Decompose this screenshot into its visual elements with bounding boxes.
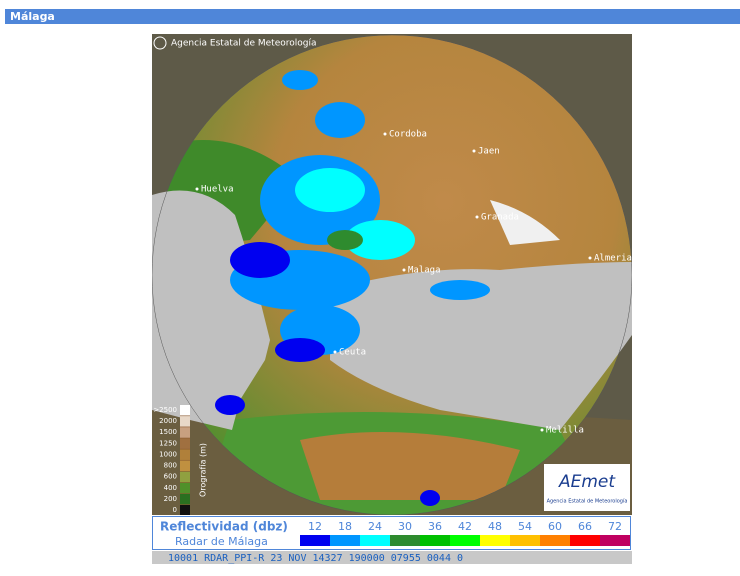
orography-label: 1500	[159, 428, 177, 436]
level-swatch	[510, 535, 540, 546]
level-label: 12	[308, 520, 322, 533]
status-text: 10001 RDAR_PPI-R 23 NOV 14327 190000 079…	[168, 553, 463, 564]
place-marker	[333, 350, 337, 354]
level-swatch	[600, 535, 630, 546]
header-bar: Málaga	[5, 9, 740, 24]
orography-swatch	[180, 460, 190, 472]
level-label: 36	[428, 520, 442, 533]
level-label: 66	[578, 520, 592, 533]
orography-swatch	[180, 482, 190, 494]
level-label: 72	[608, 520, 622, 533]
place-marker	[540, 428, 544, 432]
place-label: Huelva	[201, 185, 234, 195]
place-marker	[588, 256, 592, 260]
level-swatch	[420, 535, 450, 546]
radar-name: Radar de Málaga	[175, 535, 268, 548]
orography-swatch	[180, 471, 190, 483]
orography-swatch	[180, 416, 190, 427]
credit: Agencia Estatal de Meteorología	[171, 39, 317, 49]
map-image: Agencia Estatal de Meteorología Cordoba J…	[152, 34, 632, 515]
level-swatch	[300, 535, 330, 546]
level-swatch	[450, 535, 480, 546]
status-bar	[152, 551, 632, 564]
orography-label: 400	[164, 484, 177, 492]
orography-label: 1250	[159, 439, 177, 447]
level-label: 30	[398, 520, 412, 533]
precipitation	[215, 70, 490, 506]
place-marker	[472, 149, 476, 153]
place-marker	[475, 215, 479, 219]
orography-swatch	[180, 427, 190, 438]
logo: AEmet	[558, 472, 616, 492]
logo-subtitle: Agencia Estatal de Meteorología	[547, 498, 628, 505]
orography-swatch	[180, 505, 190, 515]
level-label: 42	[458, 520, 472, 533]
level-label: 48	[488, 520, 502, 533]
orography-swatch	[180, 405, 190, 416]
orography-swatch	[180, 438, 190, 449]
place-label: Granada	[481, 213, 519, 223]
level-swatch	[330, 535, 360, 546]
orography-label: 600	[164, 473, 177, 481]
place-marker	[402, 268, 406, 272]
place-marker	[195, 187, 199, 191]
level-label: 24	[368, 520, 382, 533]
place-label: Jaen	[478, 147, 500, 157]
level-swatch	[480, 535, 510, 546]
orography-swatch	[180, 493, 190, 505]
level-label: 54	[518, 520, 532, 533]
orography-label: 800	[164, 462, 177, 470]
place-marker	[383, 132, 387, 136]
level-swatch	[540, 535, 570, 546]
level-swatch	[570, 535, 600, 546]
orography-label: >2500	[153, 406, 177, 414]
level-swatch	[390, 535, 420, 546]
orography-label: 1000	[159, 450, 177, 458]
orography-swatch	[180, 449, 190, 460]
legend-title: Reflectividad (dbz)	[160, 520, 288, 534]
orography-label: 0	[173, 506, 177, 514]
level-label: 18	[338, 520, 352, 533]
place-label: Almeria	[594, 254, 632, 264]
orography-label: 200	[164, 495, 177, 503]
level-label: 60	[548, 520, 562, 533]
place-label: Melilla	[546, 426, 584, 436]
level-swatch	[360, 535, 390, 546]
orography-label: 2000	[159, 417, 177, 425]
place-label: Cordoba	[389, 130, 427, 140]
orography-title: Orografía (m)	[199, 443, 208, 497]
place-label: Ceuta	[339, 348, 366, 358]
place-label: Malaga	[408, 266, 441, 276]
